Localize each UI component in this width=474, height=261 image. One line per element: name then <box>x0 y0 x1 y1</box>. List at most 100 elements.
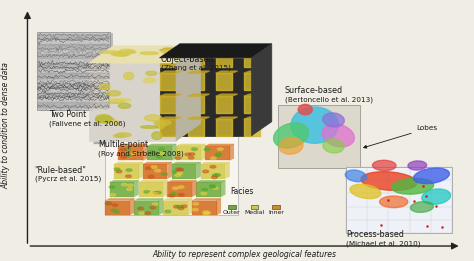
Ellipse shape <box>111 120 119 126</box>
Ellipse shape <box>175 157 181 159</box>
Text: Ability to represent complex geological features: Ability to represent complex geological … <box>153 250 337 259</box>
Ellipse shape <box>146 167 151 169</box>
Ellipse shape <box>106 202 112 205</box>
Ellipse shape <box>151 152 156 155</box>
Polygon shape <box>134 180 138 197</box>
Polygon shape <box>147 146 172 161</box>
Ellipse shape <box>114 53 129 56</box>
Polygon shape <box>94 126 201 144</box>
Ellipse shape <box>156 156 162 158</box>
Ellipse shape <box>114 211 120 213</box>
Ellipse shape <box>155 169 161 172</box>
Polygon shape <box>196 180 225 182</box>
Text: (Zhang et al. 2015): (Zhang et al. 2015) <box>161 65 231 71</box>
Ellipse shape <box>171 193 177 195</box>
Polygon shape <box>201 164 225 179</box>
Ellipse shape <box>121 183 127 186</box>
Polygon shape <box>216 71 237 73</box>
Ellipse shape <box>127 188 132 191</box>
Ellipse shape <box>323 139 344 153</box>
Polygon shape <box>109 180 138 182</box>
Ellipse shape <box>113 134 125 138</box>
Ellipse shape <box>216 153 222 156</box>
Ellipse shape <box>203 211 209 213</box>
Polygon shape <box>188 119 204 136</box>
Ellipse shape <box>154 120 171 125</box>
Polygon shape <box>205 144 234 146</box>
Ellipse shape <box>202 188 208 191</box>
Ellipse shape <box>131 152 137 155</box>
Ellipse shape <box>192 208 198 211</box>
Polygon shape <box>143 144 147 161</box>
Polygon shape <box>192 180 196 197</box>
Polygon shape <box>105 198 134 200</box>
Text: (Pycrz et al. 2015): (Pycrz et al. 2015) <box>35 176 101 182</box>
Polygon shape <box>188 198 192 215</box>
Ellipse shape <box>116 170 122 173</box>
Ellipse shape <box>125 51 136 54</box>
Ellipse shape <box>169 194 174 197</box>
Polygon shape <box>192 198 221 200</box>
Polygon shape <box>143 164 167 179</box>
Ellipse shape <box>124 72 134 80</box>
Text: Lobes: Lobes <box>364 126 438 148</box>
Ellipse shape <box>141 126 159 128</box>
Text: (Falivene et al. 2006): (Falivene et al. 2006) <box>49 120 125 127</box>
Text: Ability to condition to dense data: Ability to condition to dense data <box>2 62 11 189</box>
Ellipse shape <box>173 171 178 173</box>
Ellipse shape <box>109 186 115 188</box>
Polygon shape <box>196 182 221 197</box>
Ellipse shape <box>165 210 171 213</box>
Ellipse shape <box>111 53 130 56</box>
Polygon shape <box>130 198 134 215</box>
Ellipse shape <box>350 184 381 199</box>
Ellipse shape <box>273 123 309 148</box>
Ellipse shape <box>203 170 209 173</box>
Polygon shape <box>114 162 143 164</box>
Polygon shape <box>160 119 176 136</box>
Bar <box>105 136 238 215</box>
Polygon shape <box>163 198 192 200</box>
Ellipse shape <box>107 91 121 96</box>
Ellipse shape <box>152 203 158 205</box>
Ellipse shape <box>193 203 199 205</box>
Polygon shape <box>188 94 210 96</box>
Ellipse shape <box>145 212 151 215</box>
Ellipse shape <box>153 192 159 194</box>
Polygon shape <box>225 162 229 179</box>
Polygon shape <box>244 117 265 119</box>
Polygon shape <box>217 198 221 215</box>
Polygon shape <box>160 48 182 50</box>
Polygon shape <box>216 94 237 96</box>
Ellipse shape <box>178 193 184 196</box>
Ellipse shape <box>177 205 182 208</box>
Ellipse shape <box>150 206 156 209</box>
Ellipse shape <box>125 148 130 151</box>
Ellipse shape <box>212 174 218 176</box>
Polygon shape <box>244 48 265 50</box>
Polygon shape <box>201 144 205 161</box>
Ellipse shape <box>410 202 434 212</box>
Polygon shape <box>244 94 265 96</box>
Ellipse shape <box>178 186 184 188</box>
Ellipse shape <box>155 191 161 194</box>
Ellipse shape <box>205 211 210 214</box>
Polygon shape <box>134 198 163 200</box>
Polygon shape <box>134 200 159 215</box>
Ellipse shape <box>173 187 178 189</box>
Polygon shape <box>160 94 182 96</box>
Ellipse shape <box>151 166 157 168</box>
Text: Multile-point: Multile-point <box>98 140 148 149</box>
Ellipse shape <box>110 99 131 102</box>
Polygon shape <box>216 117 237 119</box>
Ellipse shape <box>111 209 117 212</box>
Polygon shape <box>143 162 172 164</box>
Ellipse shape <box>146 71 157 75</box>
Text: Process-based: Process-based <box>346 230 404 239</box>
Ellipse shape <box>210 186 216 188</box>
Ellipse shape <box>153 192 158 195</box>
Bar <box>346 167 452 233</box>
Polygon shape <box>160 117 182 119</box>
Ellipse shape <box>110 193 116 196</box>
Bar <box>40 33 113 111</box>
